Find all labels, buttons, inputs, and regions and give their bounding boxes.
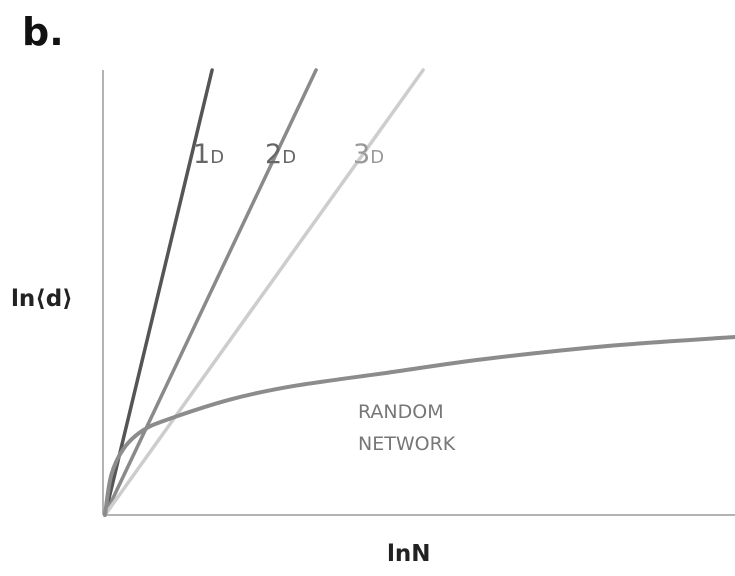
series-labels: 1D 2D 3D RANDOM NETWORK — [193, 139, 456, 455]
series-line-1d — [103, 68, 214, 517]
series-line-2d — [103, 68, 318, 517]
series-line-random-network — [103, 335, 735, 517]
series-line-3d — [103, 68, 425, 517]
axes — [102, 70, 735, 516]
series-label-1d: 1D — [193, 139, 224, 170]
series-label-3d: 3D — [353, 139, 384, 170]
y-axis-label: ln⟨d⟩ — [11, 286, 73, 312]
series-label-line: NETWORK — [358, 433, 456, 455]
panel-letter: b. — [22, 10, 64, 54]
x-axis-label: lnN — [387, 541, 431, 567]
series-layer — [103, 68, 735, 517]
series-label-2d: 2D — [265, 139, 296, 170]
series-label-line: RANDOM — [358, 401, 444, 423]
